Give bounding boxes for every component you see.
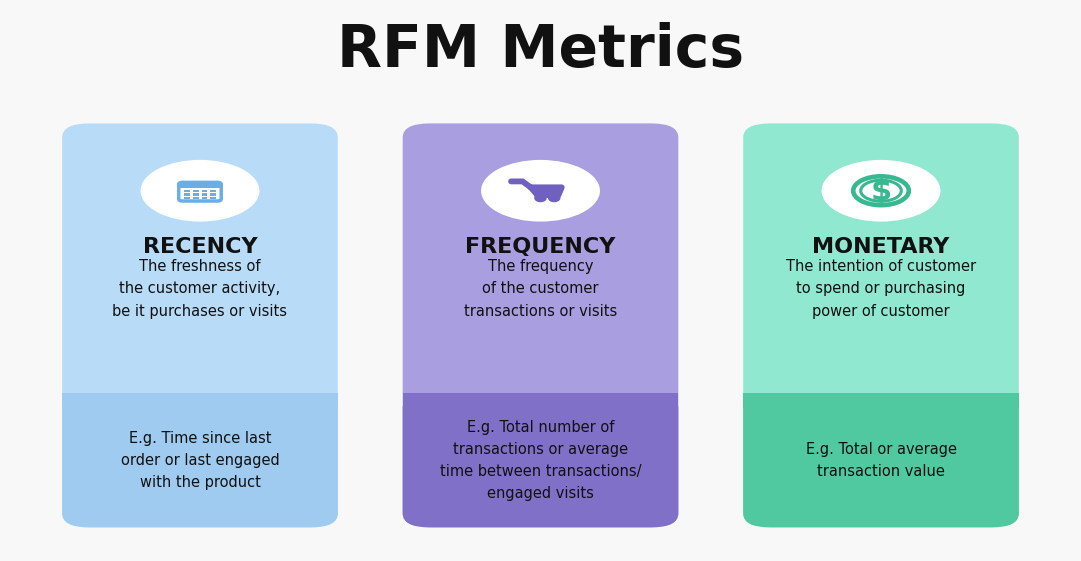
Bar: [178, 185, 222, 187]
Circle shape: [552, 197, 556, 199]
Text: $: $: [870, 177, 892, 206]
Bar: [178, 182, 222, 187]
Bar: [206, 181, 211, 184]
FancyBboxPatch shape: [744, 394, 1018, 527]
Bar: [202, 190, 208, 192]
Bar: [185, 190, 190, 192]
Bar: [193, 190, 199, 192]
Text: E.g. Time since last
order or last engaged
with the product: E.g. Time since last order or last engag…: [121, 431, 279, 490]
Bar: [202, 194, 208, 196]
FancyBboxPatch shape: [403, 394, 679, 527]
Bar: [185, 197, 190, 199]
Text: RFM Metrics: RFM Metrics: [337, 22, 744, 79]
Text: The intention of customer
to spend or purchasing
power of customer: The intention of customer to spend or pu…: [786, 259, 976, 319]
Circle shape: [822, 160, 940, 222]
FancyBboxPatch shape: [403, 123, 679, 527]
Bar: [62, 393, 337, 408]
Bar: [403, 393, 679, 408]
Bar: [193, 197, 199, 199]
Polygon shape: [531, 187, 562, 195]
Text: RECENCY: RECENCY: [143, 237, 257, 257]
FancyBboxPatch shape: [744, 123, 1018, 527]
Bar: [202, 197, 208, 199]
Bar: [210, 194, 216, 196]
Circle shape: [481, 160, 600, 222]
FancyBboxPatch shape: [178, 182, 222, 187]
Text: E.g. Total or average
transaction value: E.g. Total or average transaction value: [805, 442, 957, 479]
Bar: [210, 197, 216, 199]
Circle shape: [539, 197, 542, 199]
Bar: [185, 194, 190, 196]
Bar: [193, 194, 199, 196]
Text: The frequency
of the customer
transactions or visits: The frequency of the customer transactio…: [464, 259, 617, 319]
Text: FREQUENCY: FREQUENCY: [465, 237, 616, 257]
FancyBboxPatch shape: [62, 394, 337, 527]
Circle shape: [141, 160, 259, 222]
Bar: [189, 181, 193, 184]
Bar: [744, 393, 1018, 408]
Text: E.g. Total number of
transactions or average
time between transactions/
engaged : E.g. Total number of transactions or ave…: [440, 420, 641, 502]
FancyBboxPatch shape: [62, 123, 337, 527]
Text: The freshness of
the customer activity,
be it purchases or visits: The freshness of the customer activity, …: [112, 259, 288, 319]
Bar: [210, 190, 216, 192]
Text: MONETARY: MONETARY: [812, 237, 950, 257]
